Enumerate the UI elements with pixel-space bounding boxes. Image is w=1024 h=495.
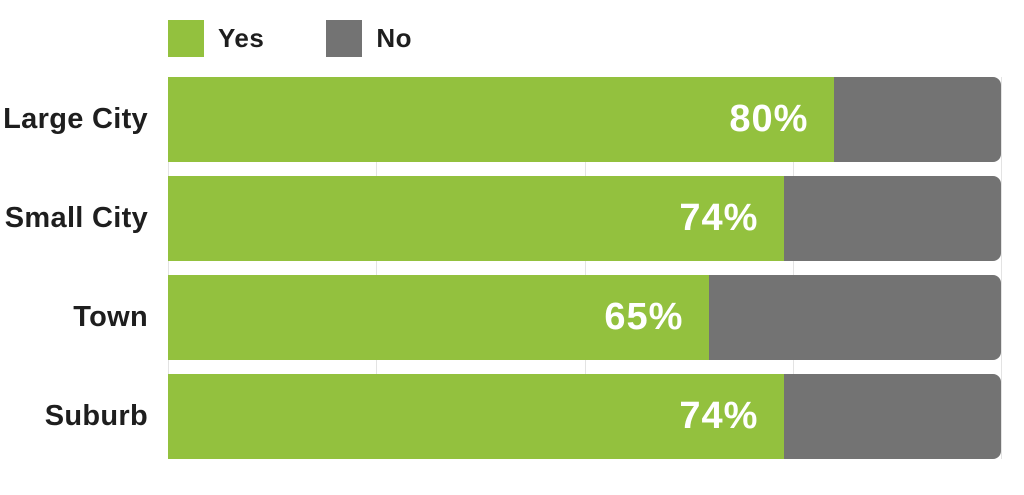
gridlines [168,77,1002,459]
legend-item-yes: Yes [168,20,264,57]
bar-track: 65% [168,275,1001,360]
bar-segment-yes: 65% [168,275,710,360]
legend-swatch-yes [168,20,204,57]
plot-area: Large City 80% Small City 74% [0,77,1024,459]
bar-row: Suburb 74% [0,374,1024,459]
bar-track: 74% [168,374,1001,459]
category-label: Small City [4,202,148,234]
gridline [792,77,794,459]
value-label: 65% [604,296,684,338]
bar-segment-yes: 80% [168,77,835,162]
legend-swatch-no [326,20,363,57]
bar-segment-no [834,77,1001,162]
legend: Yes No [168,20,412,57]
gridline [376,77,378,459]
bar-segment-no [784,176,1001,261]
category-label: Suburb [44,400,148,432]
value-label: 74% [679,197,759,239]
legend-label-no: No [376,23,412,53]
bar-segment-no [709,275,1001,360]
gridline [168,77,169,459]
gridline [1001,77,1002,459]
bar-segment-yes: 74% [168,176,785,261]
bar-rows: Large City 80% Small City 74% [0,77,1024,459]
bar-track: 80% [168,77,1001,162]
bar-track: 74% [168,176,1001,261]
category-label: Town [73,301,148,333]
category-label: Large City [3,103,148,135]
bar-row: Town 65% [0,275,1024,360]
gridline [584,77,586,459]
value-label: 74% [679,395,759,437]
legend-label-yes: Yes [218,23,265,53]
bar-row: Large City 80% [0,77,1024,162]
legend-item-no: No [326,20,412,57]
bar-segment-no [784,374,1001,459]
bar-segment-yes: 74% [168,374,785,459]
bar-row: Small City 74% [0,176,1024,261]
value-label: 80% [729,98,809,140]
